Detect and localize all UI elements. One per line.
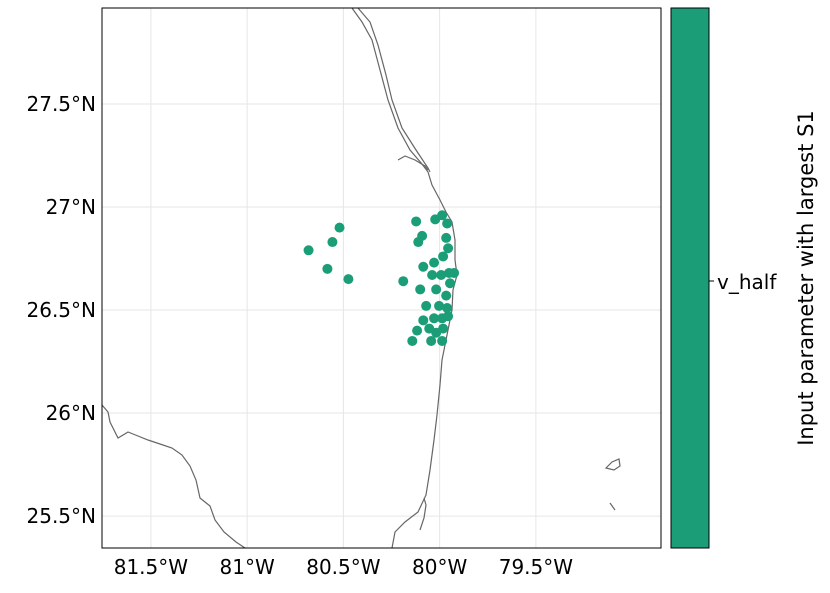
data-point bbox=[418, 261, 429, 272]
y-tick-labels: 27.5°N 27°N 26.5°N 26°N 25.5°N bbox=[27, 92, 97, 528]
data-point bbox=[437, 313, 448, 324]
data-point bbox=[421, 300, 432, 311]
data-point bbox=[407, 335, 418, 346]
coastline-east bbox=[351, 7, 458, 549]
data-point bbox=[429, 257, 440, 268]
data-point bbox=[413, 237, 424, 248]
data-point bbox=[411, 216, 422, 227]
y-tick-label: 27.5°N bbox=[27, 92, 97, 116]
data-point bbox=[441, 232, 452, 243]
data-point bbox=[303, 245, 314, 256]
coastline-barrier bbox=[357, 7, 431, 173]
data-points bbox=[303, 210, 460, 346]
data-point bbox=[437, 210, 448, 221]
data-point bbox=[415, 284, 426, 295]
data-point bbox=[445, 278, 456, 289]
data-point bbox=[398, 276, 409, 287]
x-tick-label: 80.5°W bbox=[306, 555, 381, 579]
coastline-keys bbox=[419, 497, 427, 531]
x-tick-label: 80°W bbox=[412, 555, 467, 579]
colorbar-label: Input parameter with largest S1 bbox=[794, 110, 818, 446]
data-point bbox=[412, 325, 423, 336]
data-point bbox=[431, 284, 442, 295]
coastline bbox=[101, 7, 621, 549]
x-tick-label: 81.5°W bbox=[114, 555, 189, 579]
plot-frame bbox=[101, 7, 662, 549]
data-point bbox=[322, 263, 333, 274]
y-tick-label: 26°N bbox=[46, 401, 96, 425]
coastline-lake bbox=[397, 155, 429, 171]
y-tick-label: 26.5°N bbox=[27, 298, 97, 322]
island-2 bbox=[609, 502, 616, 511]
data-point bbox=[442, 218, 453, 229]
data-point bbox=[426, 335, 437, 346]
data-point bbox=[431, 327, 442, 338]
x-tick-labels: 81.5°W 81°W 80.5°W 80°W 79.5°W bbox=[114, 555, 574, 579]
gridlines bbox=[102, 8, 661, 548]
data-point bbox=[327, 237, 338, 248]
data-point bbox=[334, 222, 345, 233]
data-point bbox=[442, 302, 453, 313]
data-point bbox=[427, 270, 438, 281]
data-point bbox=[436, 270, 447, 281]
coastline-west bbox=[101, 404, 246, 549]
colorbar bbox=[670, 7, 710, 549]
data-point bbox=[441, 290, 452, 301]
island-1 bbox=[604, 458, 621, 471]
x-tick-label: 79.5°W bbox=[499, 555, 574, 579]
y-tick-label: 27°N bbox=[46, 195, 96, 219]
colorbar-tick-label: v_half bbox=[717, 270, 777, 294]
data-point bbox=[418, 315, 429, 326]
y-tick-label: 25.5°N bbox=[27, 504, 97, 528]
data-point bbox=[449, 267, 460, 278]
data-point bbox=[438, 251, 449, 262]
data-point bbox=[429, 313, 440, 324]
data-point bbox=[443, 243, 454, 254]
data-point bbox=[343, 274, 354, 285]
x-tick-label: 81°W bbox=[220, 555, 275, 579]
data-point bbox=[437, 335, 448, 346]
data-point bbox=[434, 300, 445, 311]
